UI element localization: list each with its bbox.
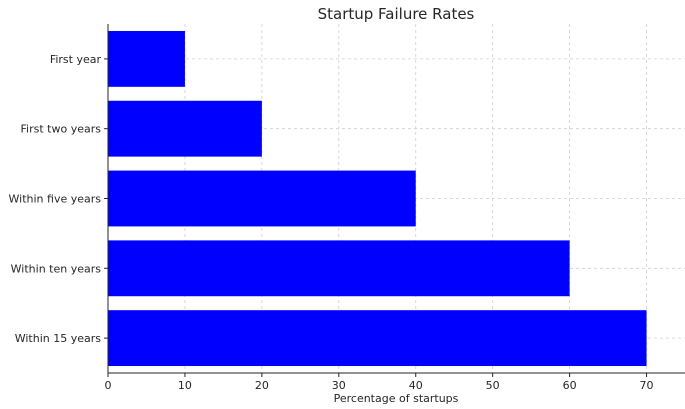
x-tick-label-30: 30 [332, 379, 346, 392]
x-tick-label-60: 60 [563, 379, 577, 392]
y-tick-label-within-five-years: Within five years [9, 193, 102, 206]
x-tick-label-40: 40 [409, 379, 423, 392]
y-tick-label-first-year: First year [50, 53, 102, 66]
bar-within-ten-years [108, 240, 570, 297]
y-tick-label-within-ten-years: Within ten years [11, 262, 102, 275]
x-tick-label-10: 10 [178, 379, 192, 392]
bars [108, 30, 647, 367]
y-tick-label-first-two-years: First two years [21, 123, 102, 136]
x-tick-label-50: 50 [486, 379, 500, 392]
x-tick-label-20: 20 [255, 379, 269, 392]
x-axis-label: Percentage of startups [334, 392, 459, 405]
bar-within-five-years [108, 170, 416, 227]
chart-title: Startup Failure Rates [318, 5, 475, 23]
x-tick-label-70: 70 [640, 379, 654, 392]
ticks: 0 10 20 30 40 50 60 70 First year First two years… [9, 53, 654, 392]
bar-first-year [108, 30, 185, 87]
bar-first-two-years [108, 100, 262, 157]
bar-within-15-years [108, 310, 647, 367]
x-tick-label-0: 0 [105, 379, 112, 392]
y-tick-label-within-15-years: Within 15 years [15, 332, 102, 345]
